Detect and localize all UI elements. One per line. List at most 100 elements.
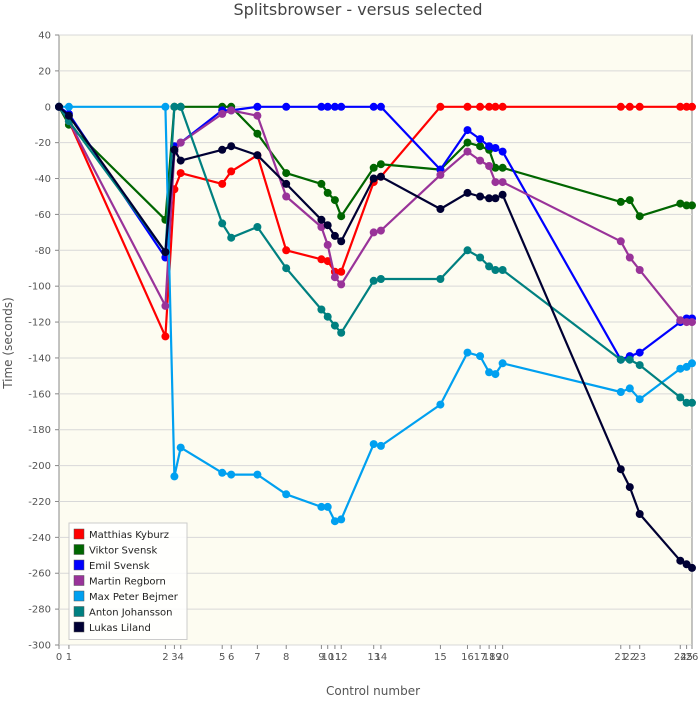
y-tick-label: -140: [28, 353, 51, 364]
x-tick-label: 25: [680, 652, 693, 663]
legend-label: Lukas Liland: [89, 623, 151, 634]
data-point: [491, 163, 500, 172]
x-tick-label: 6: [228, 652, 234, 663]
data-point: [463, 102, 472, 111]
data-point: [376, 275, 385, 283]
data-point: [253, 151, 262, 160]
data-point: [676, 393, 685, 402]
data-point: [376, 226, 385, 235]
data-point: [176, 102, 185, 111]
data-point: [227, 142, 236, 151]
legend-label: Max Peter Bejmer: [89, 592, 179, 603]
data-point: [282, 192, 291, 201]
data-point: [282, 102, 291, 111]
x-tick-label: 18: [483, 652, 496, 663]
data-point: [485, 142, 494, 151]
x-tick-label: 2: [162, 652, 168, 663]
data-point: [635, 510, 644, 518]
data-point: [436, 205, 445, 213]
data-point: [676, 199, 685, 208]
data-point: [317, 215, 326, 224]
data-point: [369, 163, 378, 172]
data-point: [323, 221, 332, 230]
legend-swatch: [73, 544, 85, 555]
data-point: [616, 388, 625, 396]
legend-swatch: [73, 575, 85, 586]
data-point: [476, 142, 485, 151]
data-point: [491, 266, 500, 274]
x-tick-label: 9: [318, 652, 324, 663]
y-tick-label: -220: [28, 497, 51, 508]
data-point: [176, 156, 185, 165]
data-point: [218, 179, 227, 188]
data-point: [253, 470, 262, 479]
data-point: [330, 102, 339, 111]
data-point: [463, 138, 472, 147]
data-point: [161, 332, 170, 341]
y-tick-label: -300: [28, 641, 51, 652]
data-point: [476, 352, 485, 361]
y-tick-label: -240: [28, 533, 51, 544]
data-point: [218, 219, 227, 228]
data-point: [625, 102, 634, 111]
data-point: [323, 502, 332, 511]
data-point: [485, 262, 494, 271]
data-point: [476, 135, 485, 144]
data-point: [463, 147, 472, 156]
data-point: [635, 266, 644, 274]
data-point: [227, 106, 236, 115]
data-point: [476, 156, 485, 165]
y-tick-label: -180: [28, 425, 51, 436]
data-point: [476, 253, 485, 262]
data-point: [218, 109, 227, 118]
data-point: [485, 368, 494, 377]
data-point: [170, 145, 179, 154]
data-point: [676, 316, 685, 325]
data-point: [676, 102, 685, 111]
data-point: [176, 169, 185, 178]
data-point: [330, 273, 339, 282]
data-point: [317, 502, 326, 511]
data-point: [491, 102, 500, 111]
data-point: [282, 169, 291, 178]
y-tick-label: 0: [45, 102, 51, 113]
data-point: [376, 102, 385, 111]
x-tick-label: 14: [375, 652, 388, 663]
data-point: [337, 328, 346, 337]
data-point: [337, 515, 346, 524]
data-point: [491, 194, 500, 203]
data-point: [317, 255, 326, 264]
data-point: [282, 246, 291, 255]
data-point: [688, 563, 696, 572]
y-tick-label: 40: [38, 31, 51, 42]
legend-label: Emil Svensk: [89, 561, 150, 572]
x-tick-label: 20: [496, 652, 509, 663]
chart-title: Splitsbrowser - versus selected: [233, 0, 482, 19]
data-point: [161, 301, 170, 310]
data-point: [330, 517, 339, 526]
x-tick-label: 4: [178, 652, 184, 663]
data-point: [323, 102, 332, 111]
data-point: [625, 253, 634, 262]
data-point: [463, 126, 472, 135]
data-point: [227, 167, 236, 176]
x-tick-label: 26: [686, 652, 699, 663]
data-point: [323, 188, 332, 197]
data-point: [317, 223, 326, 231]
y-tick-label: -80: [35, 246, 51, 257]
y-tick-label: -100: [28, 282, 51, 293]
x-tick-label: 8: [283, 652, 289, 663]
data-point: [253, 102, 262, 111]
data-point: [330, 231, 339, 240]
data-point: [376, 172, 385, 181]
data-point: [625, 483, 634, 492]
data-point: [176, 443, 185, 452]
data-point: [161, 248, 170, 257]
data-point: [476, 102, 485, 111]
data-point: [688, 201, 696, 210]
x-axis-label: Control number: [326, 684, 420, 698]
data-point: [616, 465, 625, 474]
data-point: [688, 359, 696, 368]
data-point: [369, 276, 378, 285]
